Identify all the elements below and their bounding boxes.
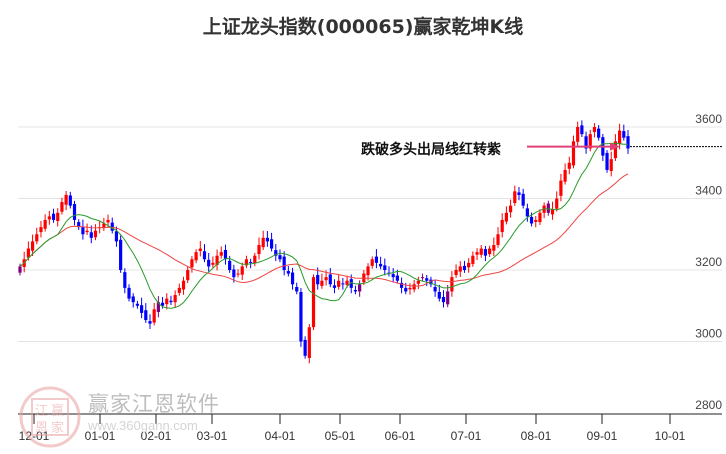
svg-text:恩: 恩 bbox=[35, 420, 48, 435]
svg-text:08-01: 08-01 bbox=[521, 429, 552, 443]
svg-text:3600: 3600 bbox=[695, 112, 722, 126]
grid-lines bbox=[18, 126, 722, 342]
x-axis: 12-01 01-01 02-01 03-01 04-01 05-01 06-01 07-01… bbox=[18, 413, 722, 443]
ma-long-line bbox=[19, 173, 629, 287]
chart-title: 上证龙头指数(000065)赢家乾坤K线 bbox=[202, 16, 524, 38]
svg-text:04-01: 04-01 bbox=[265, 429, 296, 443]
svg-text:江: 江 bbox=[35, 403, 48, 418]
svg-text:02-01: 02-01 bbox=[141, 429, 172, 443]
candles bbox=[18, 120, 630, 364]
svg-text:05-01: 05-01 bbox=[325, 429, 356, 443]
svg-text:3400: 3400 bbox=[695, 184, 722, 198]
svg-text:06-01: 06-01 bbox=[385, 429, 416, 443]
annotation-arrow bbox=[527, 142, 620, 151]
svg-text:3200: 3200 bbox=[695, 255, 722, 269]
svg-text:赢: 赢 bbox=[51, 403, 64, 418]
svg-text:03-01: 03-01 bbox=[197, 429, 228, 443]
svg-text:2800: 2800 bbox=[695, 398, 722, 412]
svg-text:10-01: 10-01 bbox=[655, 429, 686, 443]
watermark-brand: 赢家江恩软件 bbox=[88, 392, 220, 416]
svg-text:09-01: 09-01 bbox=[587, 429, 618, 443]
svg-text:3000: 3000 bbox=[695, 327, 722, 341]
annotation-label: 跌破多头出局线红转紫 bbox=[361, 142, 501, 158]
ma-short-line bbox=[19, 142, 628, 309]
watermark-url: www.360gann.com bbox=[88, 418, 198, 433]
svg-text:07-01: 07-01 bbox=[451, 429, 482, 443]
y-axis: 2800 3000 3200 3400 3600 bbox=[695, 112, 722, 412]
svg-text:家: 家 bbox=[51, 420, 64, 435]
watermark-seal: 江 赢 恩 家 bbox=[18, 385, 82, 454]
svg-text:01-01: 01-01 bbox=[85, 429, 116, 443]
